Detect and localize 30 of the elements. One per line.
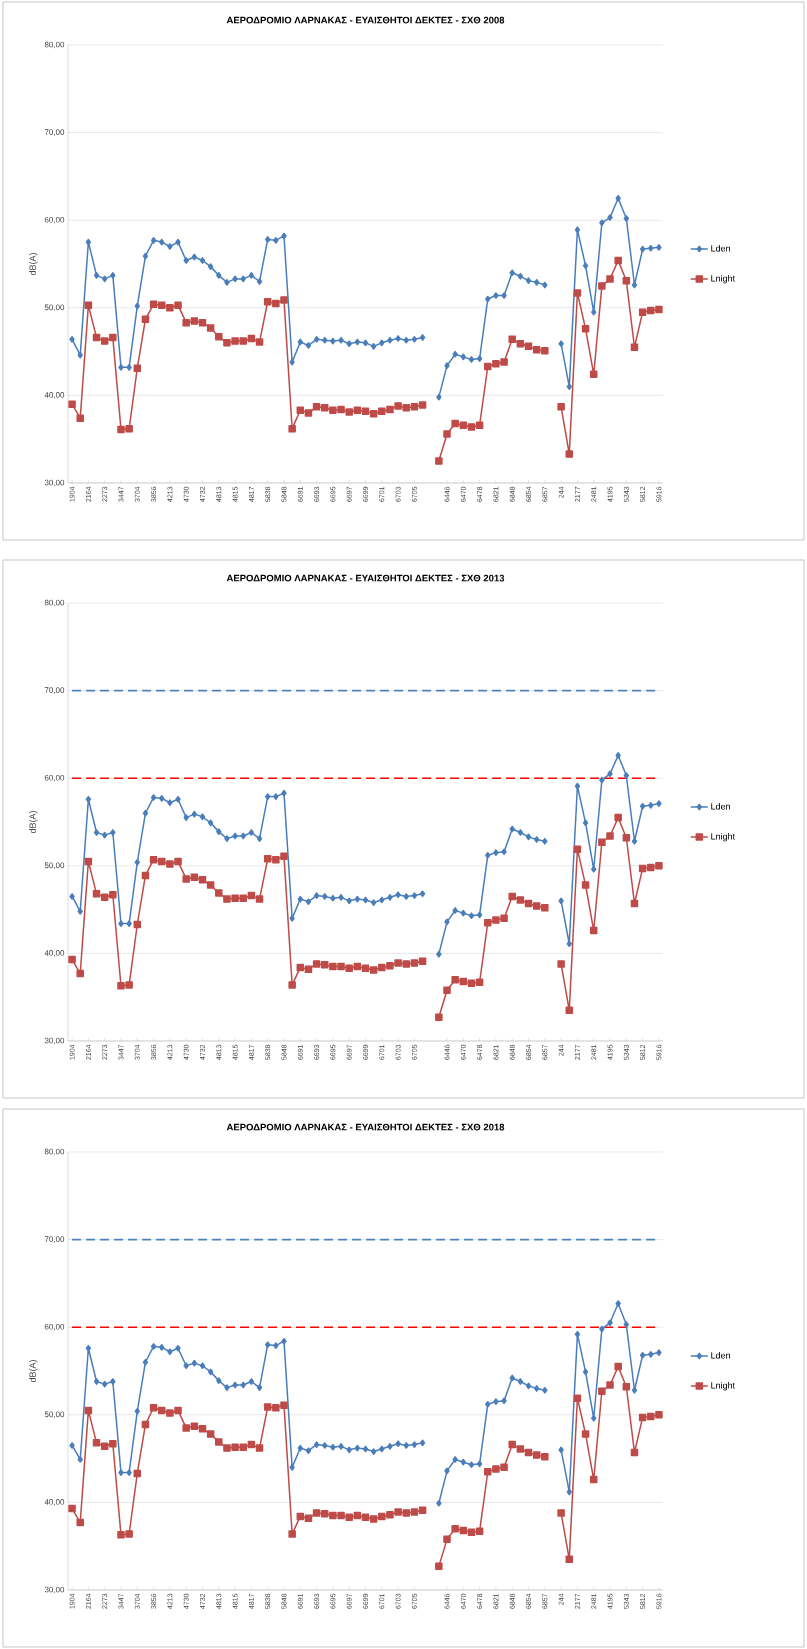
y-tick-label: 80,00 — [44, 41, 65, 49]
y-tick-label: 60,00 — [44, 216, 65, 224]
y-tick-label: 60,00 — [44, 1323, 65, 1331]
legend-label: Lden — [711, 244, 730, 252]
legend-label: Lden — [711, 802, 730, 810]
y-tick-label: 50,00 — [44, 862, 65, 870]
y-tick-label: 80,00 — [44, 1148, 65, 1156]
y-tick-label: 50,00 — [44, 1411, 65, 1419]
chart-title: ΑΕΡΟΔΡΟΜΙΟ ΛΑΡΝΑΚΑΣ - ΕΥΑΙΣΘΗΤΟΙ ΔΕΚΤΕΣ - ΣΧΘ 2018 — [226, 1123, 505, 1131]
y-axis-title: dB(A) — [29, 811, 38, 834]
y-tick-label: 40,00 — [44, 950, 65, 957]
y-tick-label: 30,00 — [44, 479, 65, 487]
y-tick-label: 30,00 — [44, 1037, 65, 1045]
legend-label: Lnight — [711, 274, 736, 284]
y-tick-label: 40,00 — [44, 392, 65, 399]
legend-label: Lden — [711, 1351, 730, 1359]
y-tick-label: 70,00 — [44, 1236, 65, 1243]
legend-label: Lnight — [711, 832, 736, 842]
y-tick-label: 30,00 — [44, 1586, 65, 1594]
y-tick-label: 80,00 — [44, 599, 65, 607]
legend-label: Lnight — [711, 1381, 736, 1391]
y-tick-label: 50,00 — [44, 304, 65, 312]
y-tick-label: 70,00 — [44, 687, 65, 694]
chart-title: ΑΕΡΟΔΡΟΜΙΟ ΛΑΡΝΑΚΑΣ - ΕΥΑΙΣΘΗΤΟΙ ΔΕΚΤΕΣ - ΣΧΘ 2013 — [226, 574, 505, 582]
y-axis-title: dB(A) — [29, 253, 38, 276]
y-tick-label: 60,00 — [44, 774, 65, 782]
y-axis-title: dB(A) — [29, 1360, 38, 1383]
chart-title: ΑΕΡΟΔΡΟΜΙΟ ΛΑΡΝΑΚΑΣ - ΕΥΑΙΣΘΗΤΟΙ ΔΕΚΤΕΣ - ΣΧΘ 2008 — [226, 16, 505, 24]
y-tick-label: 40,00 — [44, 1499, 65, 1506]
y-tick-label: 70,00 — [44, 129, 65, 136]
